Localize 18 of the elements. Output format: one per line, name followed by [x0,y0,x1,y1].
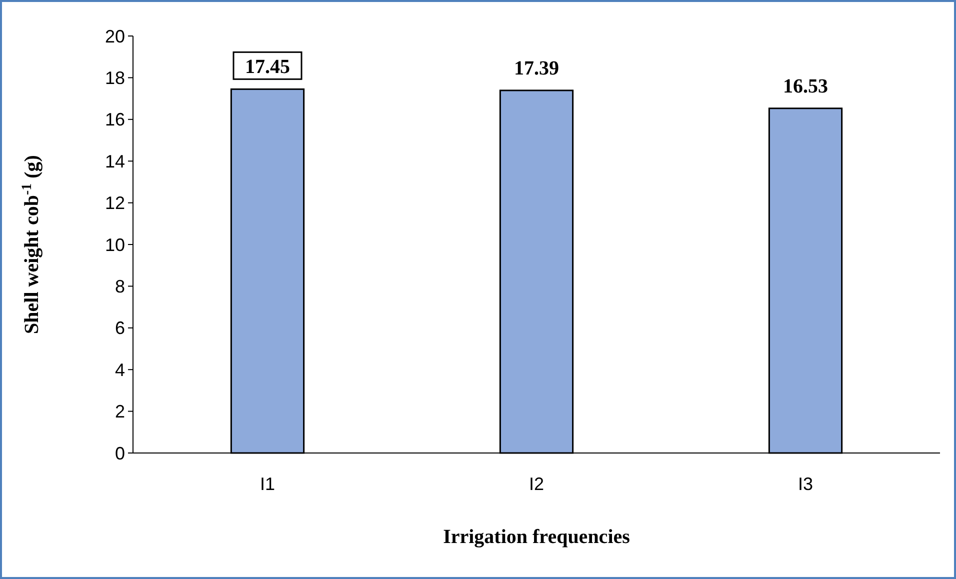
data-label: 16.53 [783,75,828,98]
y-tick-label: 14 [104,151,125,172]
y-tick-label: 10 [104,234,125,255]
y-tick-label: 16 [104,110,125,130]
x-tick-label: I3 [798,474,814,494]
y-tick-label: 12 [104,193,125,214]
y-tick-label: 18 [104,68,125,88]
data-label: 17.39 [514,57,559,80]
x-tick-label: I1 [260,474,276,494]
y-tick-label: 0 [114,443,125,464]
x-tick-label: I2 [528,474,544,494]
y-tick-label: 8 [114,276,125,296]
y-tick-label: 6 [114,318,125,338]
y-tick-label: 2 [114,402,125,422]
y-tick-label: 4 [114,360,125,380]
y-tick-label: 20 [104,26,125,46]
x-axis-title: Irrigation frequencies [443,526,630,548]
data-label: 17.45 [245,56,290,78]
